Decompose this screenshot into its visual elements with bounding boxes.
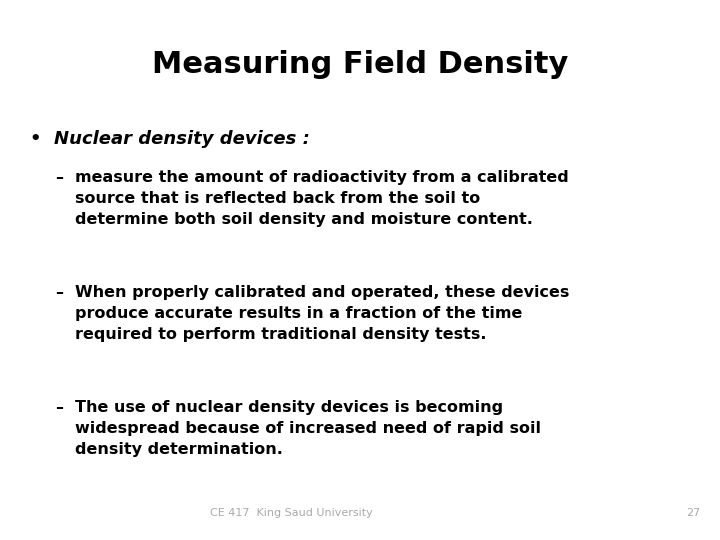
Text: •  Nuclear density devices :: • Nuclear density devices :	[30, 130, 310, 148]
Text: –: –	[55, 400, 63, 415]
Text: 27: 27	[685, 508, 700, 518]
Text: measure the amount of radioactivity from a calibrated
source that is reflected b: measure the amount of radioactivity from…	[75, 170, 569, 227]
Text: Measuring Field Density: Measuring Field Density	[152, 50, 568, 79]
Text: –: –	[55, 170, 63, 185]
Text: When properly calibrated and operated, these devices
produce accurate results in: When properly calibrated and operated, t…	[75, 285, 570, 342]
Text: The use of nuclear density devices is becoming
widespread because of increased n: The use of nuclear density devices is be…	[75, 400, 541, 457]
Text: –: –	[55, 285, 63, 300]
Text: CE 417  King Saud University: CE 417 King Saud University	[210, 508, 373, 518]
